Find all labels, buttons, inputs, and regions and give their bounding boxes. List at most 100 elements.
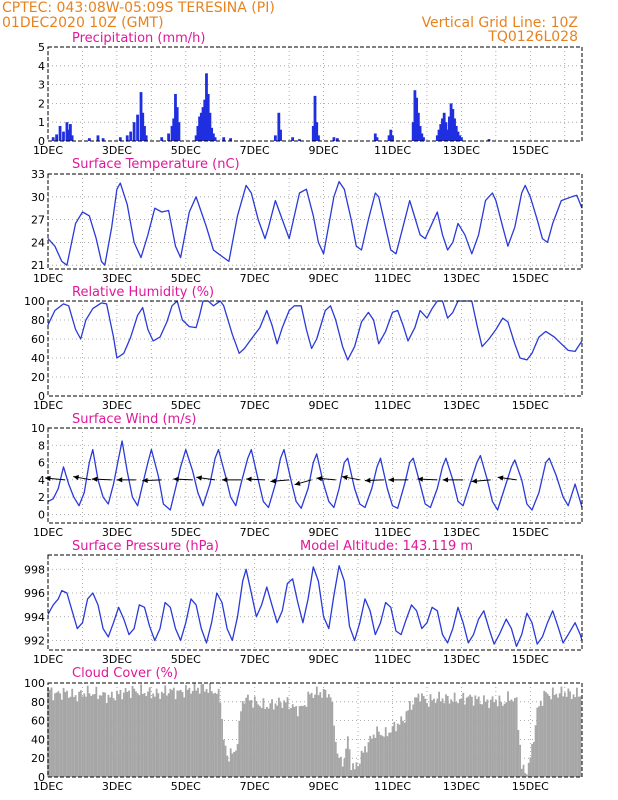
cloud-bar	[365, 752, 368, 777]
cloud-bar	[345, 748, 348, 777]
cloud-bar	[312, 697, 315, 777]
cloud-bar	[305, 706, 308, 777]
cloud-bar	[234, 750, 237, 777]
y-tick-label: 994	[24, 611, 45, 624]
cloud-bar	[376, 726, 379, 777]
y-tick-label: 10	[31, 422, 45, 435]
vertical-grid-line-label: Vertical Grid Line: 10Z	[421, 15, 578, 31]
cloud-bar	[355, 762, 358, 777]
cloud-bar	[402, 720, 404, 777]
precip-bar	[210, 127, 214, 141]
cloud-bar	[496, 706, 499, 777]
cloud-bar	[527, 762, 530, 777]
precip-bar	[143, 125, 146, 141]
cloud-bar	[343, 758, 346, 777]
cloud-bar	[377, 731, 380, 777]
wind-vector-head	[388, 477, 394, 483]
x-tick-label: 3DEC	[102, 526, 132, 539]
cloud-bar	[198, 693, 201, 777]
precip-bar	[87, 138, 91, 141]
y-tick-label: 4	[38, 60, 45, 73]
x-tick-label: 5DEC	[171, 399, 201, 412]
cloud-bar	[398, 724, 401, 777]
wind-vector-head	[196, 475, 202, 481]
x-tick-label: 11DEC	[374, 780, 411, 793]
x-tick-label: 9DEC	[309, 399, 339, 412]
cloud-bar	[569, 691, 571, 777]
precip-bar	[55, 134, 59, 141]
cloud-bar	[438, 691, 441, 777]
cloud-bar	[421, 693, 423, 777]
cloud-bar	[265, 706, 268, 777]
cloud-bar	[543, 690, 546, 777]
precip-bar	[335, 138, 339, 141]
precip-bar	[437, 129, 441, 141]
x-tick-label: 3DEC	[102, 780, 132, 793]
cloud-bar	[128, 690, 130, 777]
precip-bar	[198, 116, 201, 141]
cloud-bar	[374, 737, 377, 777]
cloud-bar	[548, 695, 551, 777]
cloud-bar	[457, 703, 459, 777]
panel-1: 0 1 2 3 4 5 1DEC 3DEC 5DEC 7DEC 9DEC 11DEC 13DEC 15DE…	[33, 31, 583, 157]
cloud-bar	[393, 721, 396, 777]
cloud-bar	[155, 688, 158, 777]
cloud-bar	[83, 693, 86, 777]
cloud-bar	[122, 692, 125, 777]
cloud-bar	[73, 696, 75, 777]
cloud-bar	[160, 691, 163, 777]
precip-bar	[279, 129, 282, 141]
cloud-bar	[541, 705, 544, 777]
cloud-bar	[450, 699, 453, 777]
cloud-bar	[488, 708, 490, 777]
x-tick-label: 7DEC	[240, 780, 270, 793]
cloud-bar	[133, 688, 136, 777]
cloud-bar	[536, 707, 539, 777]
cloud-bar	[417, 693, 420, 777]
wind-vector-head	[116, 477, 123, 483]
x-tick-label: 9DEC	[309, 272, 339, 285]
precip-bar	[422, 137, 425, 141]
cloud-bar	[403, 722, 406, 777]
y-tick-label: 20	[31, 752, 45, 765]
precip-bar	[315, 122, 319, 141]
cloud-bar	[98, 695, 101, 777]
cloud-bar	[303, 705, 306, 777]
cloud-bar	[260, 707, 263, 777]
cloud-bar	[207, 692, 210, 777]
panel-frame	[47, 554, 583, 651]
cloud-bar	[78, 691, 81, 777]
cloud-bar	[327, 694, 330, 777]
cloud-bar	[167, 693, 170, 777]
panel-title: Surface Wind (m/s)	[72, 412, 196, 427]
cloud-bar	[114, 700, 117, 777]
precip-bar	[413, 90, 417, 141]
panel-title: Cloud Cover (%)	[72, 666, 178, 681]
cloud-bar	[117, 694, 120, 777]
cloud-bar	[55, 692, 58, 777]
wind-vector-head	[294, 480, 301, 486]
cloud-bar	[458, 699, 461, 777]
precip-bar	[70, 135, 74, 141]
cloud-bar	[233, 751, 236, 777]
cloud-bar	[412, 704, 415, 777]
wind-vector-head	[497, 475, 504, 481]
cloud-bar	[476, 699, 478, 777]
precip-bar	[460, 137, 463, 141]
cloud-bar	[212, 693, 215, 777]
cloud-bar	[164, 685, 167, 777]
x-tick-label: 7DEC	[240, 399, 270, 412]
x-tick-label: 7DEC	[240, 653, 270, 666]
x-tick-label: 7DEC	[240, 272, 270, 285]
cloud-bar	[97, 699, 99, 777]
cloud-bar	[255, 701, 258, 777]
cloud-bar	[367, 742, 370, 777]
cloud-bar	[216, 693, 218, 777]
cloud-bar	[341, 766, 344, 777]
x-tick-label: 7DEC	[240, 144, 270, 157]
cloud-bar	[136, 693, 139, 777]
cloud-bar	[431, 700, 434, 777]
cloud-bar	[324, 689, 327, 777]
cloud-bar	[195, 690, 198, 777]
